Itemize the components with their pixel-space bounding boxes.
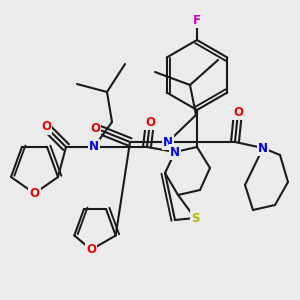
Text: F: F [193,14,201,26]
Text: O: O [86,243,96,256]
Text: O: O [41,121,51,134]
Text: N: N [170,146,180,158]
Text: N: N [89,140,99,154]
Text: S: S [191,212,199,224]
Text: O: O [145,116,155,128]
Text: N: N [258,142,268,154]
Text: O: O [29,187,40,200]
Text: O: O [90,122,100,134]
Text: O: O [233,106,243,118]
Text: N: N [163,136,173,148]
